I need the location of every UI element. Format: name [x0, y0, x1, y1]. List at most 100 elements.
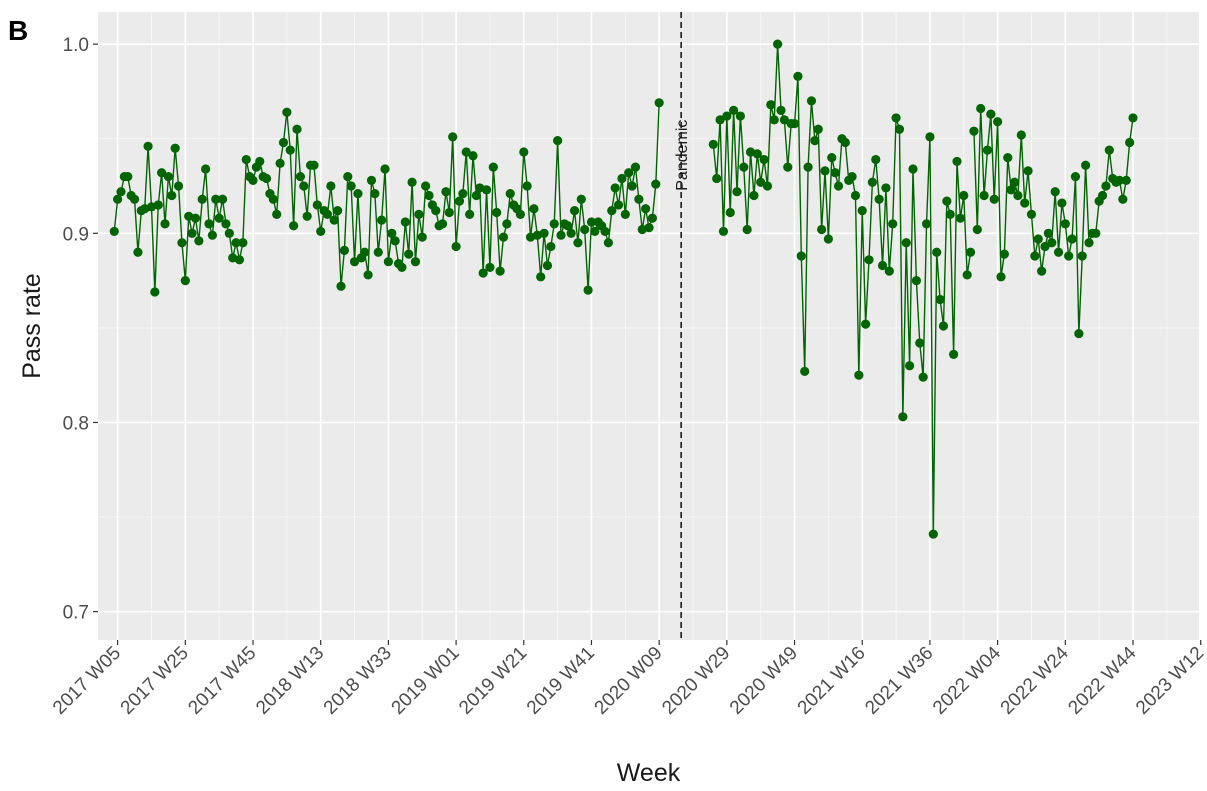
data-point: [437, 219, 448, 229]
data-point: [830, 168, 840, 178]
data-point: [932, 247, 942, 257]
data-point: [600, 226, 610, 237]
data-point: [1037, 266, 1047, 276]
data-point: [285, 145, 295, 155]
data-point: [231, 238, 241, 248]
data-point: [366, 175, 377, 185]
data-point: [410, 257, 421, 267]
data-point: [458, 188, 468, 199]
data-point: [461, 147, 471, 157]
data-point: [840, 137, 850, 148]
data-point: [316, 226, 326, 237]
y-tick-label: 0.9: [63, 224, 89, 245]
data-point: [735, 111, 745, 121]
x-tick-label: 2020 W49: [726, 643, 802, 719]
data-point: [1003, 153, 1013, 163]
data-point: [539, 228, 549, 238]
data-point: [641, 204, 651, 214]
data-point: [109, 226, 119, 237]
data-point: [1064, 251, 1074, 261]
data-point: [113, 194, 123, 204]
data-point: [986, 109, 996, 119]
data-point: [590, 226, 600, 237]
data-point: [248, 175, 258, 185]
data-point: [160, 219, 170, 229]
data-point: [1067, 234, 1077, 244]
data-point: [1050, 187, 1060, 197]
data-point: [478, 268, 488, 278]
x-tick-label: 2020 W09: [591, 643, 667, 719]
data-point: [908, 164, 918, 174]
data-point: [610, 183, 620, 193]
data-point: [326, 181, 336, 191]
data-point: [762, 181, 773, 191]
data-point: [1060, 219, 1070, 229]
data-point: [884, 266, 894, 276]
data-point: [468, 151, 478, 161]
data-point: [729, 105, 739, 115]
data-point: [756, 177, 766, 187]
series-layer: [109, 39, 1138, 539]
data-point: [864, 255, 874, 265]
data-point: [620, 209, 630, 219]
data-point: [123, 171, 133, 182]
data-point: [989, 194, 999, 204]
data-point: [952, 156, 962, 167]
data-point: [1118, 194, 1128, 204]
data-point: [329, 215, 339, 225]
data-point: [502, 219, 512, 229]
data-point: [292, 124, 302, 134]
data-point: [505, 188, 515, 199]
data-point: [201, 164, 211, 174]
data-point: [336, 281, 346, 291]
data-point: [1114, 175, 1125, 185]
data-point: [529, 204, 539, 214]
data-point: [566, 228, 576, 238]
data-point: [607, 206, 617, 216]
data-point: [972, 224, 982, 235]
data-point: [603, 238, 613, 248]
data-point: [1023, 166, 1033, 176]
data-point: [346, 181, 356, 191]
data-point: [187, 228, 197, 238]
data-point: [143, 141, 153, 151]
data-point: [282, 107, 292, 117]
data-point: [150, 287, 160, 297]
data-point: [1121, 175, 1131, 185]
data-point: [451, 241, 461, 252]
annotation-layer: Pandemic: [674, 12, 691, 640]
data-point: [806, 96, 817, 106]
data-point: [928, 529, 938, 539]
x-tick-label: 2023 W12: [1132, 643, 1207, 719]
data-point: [173, 181, 184, 191]
data-point: [255, 156, 265, 167]
data-point: [749, 190, 759, 201]
data-point: [938, 321, 949, 331]
data-point: [448, 132, 458, 142]
x-tick-label: 2017 W45: [184, 643, 260, 719]
data-point: [583, 285, 593, 295]
data-point: [190, 213, 201, 223]
data-point: [170, 143, 180, 153]
data-point: [823, 234, 833, 244]
data-point: [116, 187, 126, 197]
data-point: [153, 200, 163, 210]
data-point: [979, 190, 989, 201]
data-point: [1084, 238, 1094, 248]
data-point: [1026, 209, 1037, 219]
data-point: [715, 115, 725, 125]
data-point: [877, 260, 888, 271]
series-line: [973, 107, 1134, 335]
data-point: [207, 230, 217, 240]
data-point: [779, 115, 789, 125]
data-point: [407, 177, 417, 187]
data-point: [854, 370, 864, 380]
data-point: [867, 177, 877, 187]
data-point: [630, 162, 641, 172]
data-point: [586, 217, 597, 227]
data-point: [1128, 113, 1138, 123]
data-point: [454, 196, 465, 206]
x-tick-label: 2022 W04: [929, 642, 1005, 718]
data-point: [383, 257, 393, 267]
data-point: [275, 158, 285, 168]
